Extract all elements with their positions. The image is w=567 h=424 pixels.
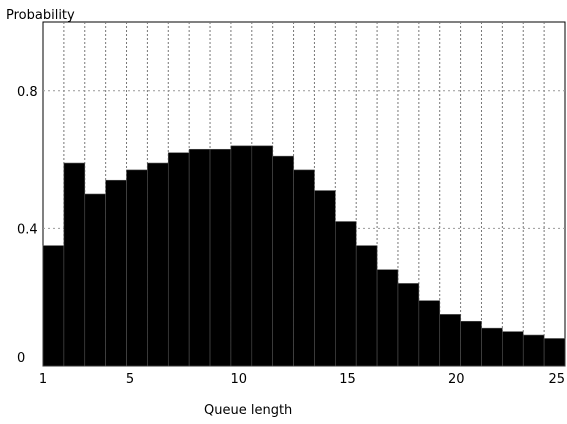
bar-22 bbox=[481, 327, 503, 367]
bar-8 bbox=[188, 148, 211, 367]
x-tick-label: 20 bbox=[448, 372, 465, 387]
bar-20 bbox=[439, 314, 461, 367]
x-tick-label: 15 bbox=[339, 372, 356, 387]
bar-14 bbox=[314, 190, 336, 367]
bar-18 bbox=[397, 283, 420, 367]
bar-7 bbox=[167, 152, 190, 367]
bar-23 bbox=[502, 331, 524, 367]
x-tick-label: 10 bbox=[230, 372, 247, 387]
bar-16 bbox=[355, 245, 378, 367]
bar-2 bbox=[63, 162, 86, 367]
bar-10 bbox=[230, 145, 253, 367]
bar-3 bbox=[84, 193, 106, 367]
x-tick-label: 25 bbox=[548, 372, 565, 387]
bar-15 bbox=[335, 221, 357, 367]
y-axis-label: Probability bbox=[6, 8, 75, 23]
bar-5 bbox=[126, 169, 148, 367]
bar-6 bbox=[147, 162, 169, 367]
bar-17 bbox=[376, 269, 399, 367]
x-tick-label: 1 bbox=[39, 372, 47, 387]
bar-12 bbox=[272, 155, 294, 367]
x-axis-label: Queue length bbox=[204, 403, 292, 418]
bars bbox=[42, 145, 566, 367]
bar-25 bbox=[543, 338, 566, 367]
bar-11 bbox=[251, 145, 273, 367]
y-tick-labels: 0 0.4 0.8 bbox=[17, 85, 38, 366]
bar-9 bbox=[209, 148, 232, 367]
x-tick-label: 5 bbox=[126, 372, 134, 387]
x-tick-labels: 1 5 10 15 20 25 bbox=[39, 372, 565, 387]
bar-21 bbox=[460, 320, 482, 367]
bar-4 bbox=[105, 179, 127, 367]
bar-13 bbox=[293, 169, 315, 367]
bar-24 bbox=[522, 334, 545, 367]
bar-19 bbox=[418, 300, 441, 367]
y-tick-label: 0.4 bbox=[17, 222, 38, 237]
y-tick-label: 0 bbox=[17, 351, 25, 366]
y-tick-label: 0.8 bbox=[17, 85, 38, 100]
bar-1 bbox=[42, 245, 65, 367]
